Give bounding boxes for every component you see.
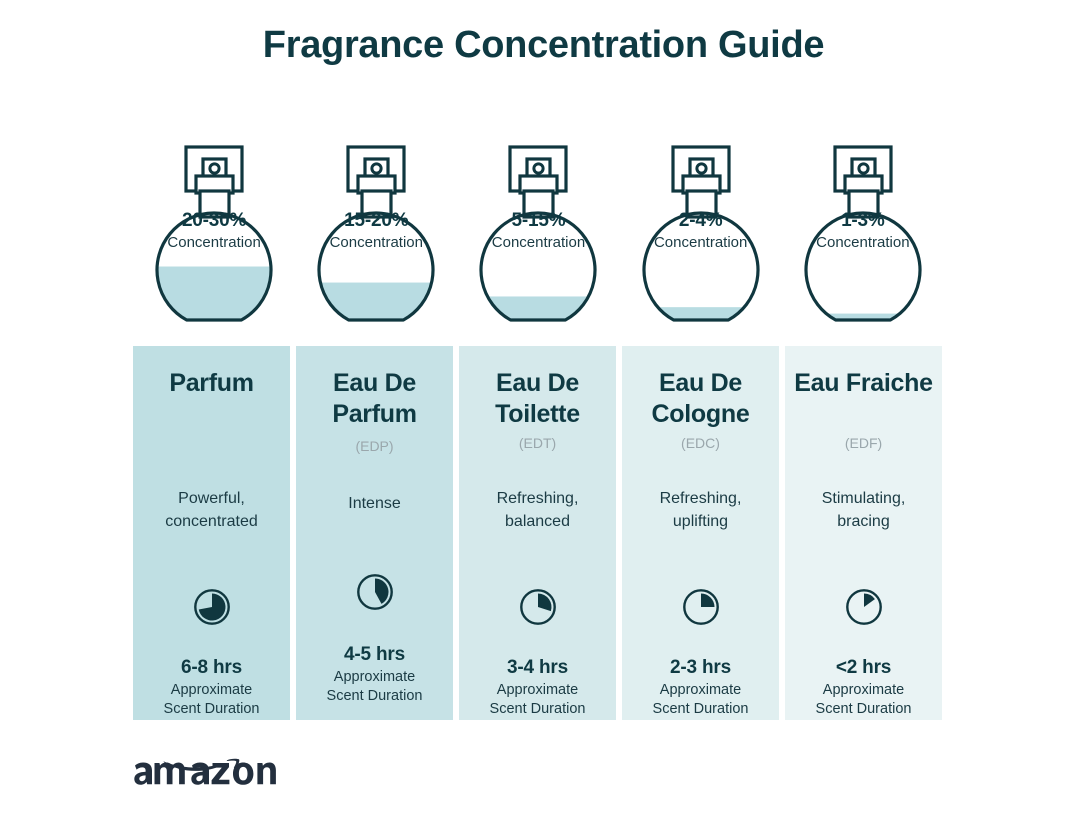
description-line-1: Powerful, bbox=[178, 489, 245, 507]
bottle-cell: 20-30% Concentration bbox=[133, 138, 295, 338]
fragrance-description: Refreshing, uplifting bbox=[660, 488, 742, 533]
perfume-bottle-icon: 20-30% Concentration bbox=[139, 138, 289, 338]
clock-pie-icon bbox=[842, 585, 886, 629]
duration-label-line-1: Approximate bbox=[659, 681, 742, 698]
fragrance-name: Eau De Toilette bbox=[495, 369, 580, 428]
fragrance-card[interactable]: Eau De Parfum (EDP) Intense 4-5 hrs Approxi… bbox=[296, 346, 453, 720]
fragrance-card[interactable]: Eau De Cologne (EDC) Refreshing, uplifting … bbox=[622, 346, 779, 720]
scent-duration-hours: 3-4 hrs bbox=[507, 657, 568, 679]
description-line-2: uplifting bbox=[672, 512, 729, 530]
scent-duration-label: Approximate Scent Duration bbox=[653, 681, 749, 720]
description-line-1: Intense bbox=[348, 495, 401, 513]
description-line-1: Refreshing, bbox=[659, 489, 742, 507]
fragrance-name: Eau Fraiche bbox=[794, 369, 933, 397]
bottle-cell: 1-3% Concentration bbox=[782, 138, 944, 338]
fragrance-card[interactable]: Eau De Toilette (EDT) Refreshing, balanced … bbox=[459, 346, 616, 720]
description-line-2: balanced bbox=[505, 512, 570, 530]
clock-pie-icon bbox=[353, 570, 397, 614]
fragrance-abbreviation: (EDT) bbox=[518, 434, 557, 451]
description-line-1: Stimulating, bbox=[821, 489, 906, 507]
duration-label-line-2: Scent Duration bbox=[163, 701, 260, 718]
fragrance-description: Refreshing, balanced bbox=[497, 488, 579, 533]
card-row: Parfum Powerful, concentrated 6-8 hrs Appro… bbox=[133, 346, 954, 720]
fragrance-name: Eau De Parfum bbox=[332, 369, 417, 428]
duration-label-line-1: Approximate bbox=[170, 681, 253, 698]
duration-label-line-2: Scent Duration bbox=[489, 701, 586, 718]
fragrance-description: Powerful, concentrated bbox=[165, 488, 258, 533]
duration-label-line-1: Approximate bbox=[496, 681, 579, 698]
perfume-bottle-icon: 15-20% Concentration bbox=[301, 138, 451, 338]
duration-label-line-1: Approximate bbox=[333, 668, 416, 685]
fragrance-card[interactable]: Eau Fraiche (EDF) Stimulating, bracing <2 h… bbox=[785, 346, 942, 720]
fragrance-abbreviation: (EDC) bbox=[681, 434, 720, 451]
description-line-2: bracing bbox=[837, 512, 890, 530]
scent-duration-label: Approximate Scent Duration bbox=[490, 681, 586, 720]
duration-label-line-1: Approximate bbox=[822, 681, 905, 698]
bottle-cell: 5-15% Concentration bbox=[457, 138, 619, 338]
clock-pie-icon bbox=[516, 585, 560, 629]
scent-duration-label: Approximate Scent Duration bbox=[327, 668, 423, 707]
perfume-bottle-icon: 5-15% Concentration bbox=[463, 138, 613, 338]
duration-label-line-2: Scent Duration bbox=[326, 688, 423, 705]
scent-duration-hours: 2-3 hrs bbox=[670, 657, 731, 679]
bottle-row: 20-30% Concentration 15-20% Concentration bbox=[133, 138, 954, 338]
description-line-2: concentrated bbox=[165, 512, 258, 530]
perfume-bottle-icon: 2-4% Concentration bbox=[626, 138, 776, 338]
bottle-cell: 2-4% Concentration bbox=[620, 138, 782, 338]
scent-duration-label: Approximate Scent Duration bbox=[816, 681, 912, 720]
scent-duration-label: Approximate Scent Duration bbox=[164, 681, 260, 720]
description-line-1: Refreshing, bbox=[496, 489, 579, 507]
scent-duration-hours: 6-8 hrs bbox=[181, 657, 242, 679]
scent-duration-hours: <2 hrs bbox=[835, 657, 892, 679]
scent-duration-hours: 4-5 hrs bbox=[344, 643, 405, 665]
fragrance-abbreviation: (EDF) bbox=[844, 434, 883, 451]
duration-label-line-2: Scent Duration bbox=[652, 701, 749, 718]
page-title: Fragrance Concentration Guide bbox=[262, 24, 825, 66]
bottle-cell: 15-20% Concentration bbox=[295, 138, 457, 338]
fragrance-abbreviation: (EDP) bbox=[355, 438, 394, 454]
fragrance-description: Intense bbox=[348, 493, 400, 516]
fragrance-card[interactable]: Parfum Powerful, concentrated 6-8 hrs Appro… bbox=[133, 346, 290, 720]
perfume-bottle-icon: 1-3% Concentration bbox=[788, 138, 938, 338]
amazon-logo bbox=[133, 742, 293, 804]
clock-pie-icon bbox=[679, 585, 723, 629]
fragrance-description: Stimulating, bracing bbox=[822, 488, 906, 533]
duration-label-line-2: Scent Duration bbox=[815, 701, 912, 718]
fragrance-name: Eau De Cologne bbox=[651, 369, 750, 428]
clock-pie-icon bbox=[190, 585, 234, 629]
fragrance-name: Parfum bbox=[169, 369, 254, 397]
